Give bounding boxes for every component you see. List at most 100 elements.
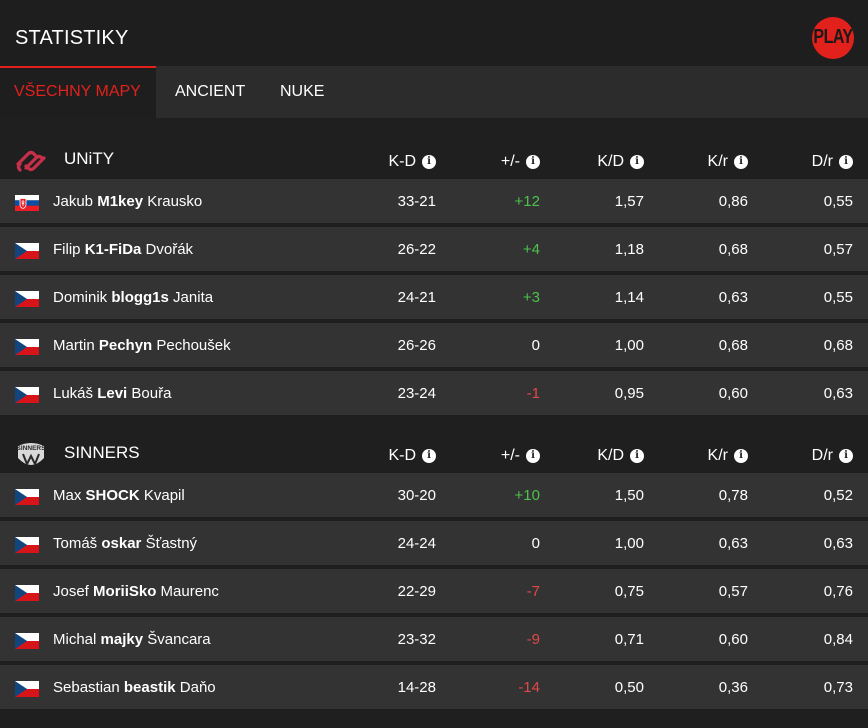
player-row[interactable]: Martin Pechyn Pechoušek 26-26 0 1,00 0,68 0,6… bbox=[0, 323, 868, 367]
player-nickname: SHOCK bbox=[85, 487, 140, 504]
stat-plus-minus: +10 bbox=[514, 487, 540, 504]
col-header-kr[interactable]: K/r i bbox=[708, 153, 748, 171]
stat-kills-deaths: 24-21 bbox=[397, 289, 436, 306]
stat-kd-ratio: 0,50 bbox=[614, 679, 644, 696]
czech-flag-icon bbox=[15, 339, 39, 355]
stat-deaths-per-round: 0,55 bbox=[823, 289, 853, 306]
player-name[interactable]: Lukáš Levi Bouřa bbox=[53, 385, 171, 402]
player-row[interactable]: Michal majky Švancara 23-32 -9 0,71 0,60 0,84 bbox=[0, 617, 868, 661]
info-icon[interactable]: i bbox=[422, 449, 436, 463]
player-first-name: Josef bbox=[53, 583, 89, 600]
player-row[interactable]: Max SHOCK Kvapil 30-20 +10 1,50 0,78 0,52 bbox=[0, 473, 868, 517]
czech-flag-icon bbox=[15, 585, 39, 601]
player-row[interactable]: Tomáš oskar Šťastný 24-24 0 1,00 0,63 0,63 bbox=[0, 521, 868, 565]
stat-plus-minus: -7 bbox=[526, 583, 540, 600]
player-row[interactable]: Filip K1-FiDa Dvořák 26-22 +4 1,18 0,68 0,57 bbox=[0, 227, 868, 271]
player-name[interactable]: Max SHOCK Kvapil bbox=[53, 487, 185, 504]
stat-kills-per-round: 0,68 bbox=[718, 241, 748, 258]
stat-kills-deaths: 30-20 bbox=[397, 487, 436, 504]
stat-plus-minus: +3 bbox=[522, 289, 540, 306]
stat-kd-ratio: 0,95 bbox=[614, 385, 644, 402]
tab-ancient[interactable]: ANCIENT bbox=[175, 83, 246, 100]
team-name: UNiTY bbox=[64, 149, 115, 168]
player-row[interactable]: Lukáš Levi Bouřa 23-24 -1 0,95 0,60 0,63 bbox=[0, 371, 868, 415]
player-first-name: Jakub bbox=[53, 193, 94, 210]
tab-all-maps[interactable]: VŠECHNY MAPY bbox=[0, 66, 156, 118]
stat-kills-per-round: 0,68 bbox=[718, 337, 748, 354]
info-icon[interactable]: i bbox=[734, 155, 748, 169]
stat-kills-per-round: 0,63 bbox=[718, 289, 748, 306]
stat-kd-ratio: 0,71 bbox=[614, 631, 644, 648]
player-nickname: K1-FiDa bbox=[84, 241, 142, 258]
info-icon[interactable]: i bbox=[526, 155, 540, 169]
czech-flag-icon bbox=[15, 537, 39, 553]
player-first-name: Tomáš bbox=[53, 535, 98, 552]
player-last-name: Kvapil bbox=[143, 487, 185, 504]
info-icon[interactable]: i bbox=[630, 449, 644, 463]
player-nickname: M1key bbox=[97, 193, 144, 210]
player-last-name: Bouřa bbox=[131, 385, 172, 402]
stat-deaths-per-round: 0,63 bbox=[823, 385, 853, 402]
player-name[interactable]: Sebastian beastik Daňo bbox=[53, 679, 216, 696]
stat-kills-per-round: 0,36 bbox=[718, 679, 748, 696]
unity-logo-icon bbox=[16, 150, 46, 172]
col-header-kr[interactable]: K/r i bbox=[708, 447, 748, 465]
player-row[interactable]: Sebastian beastik Daňo 14-28 -14 0,50 0,36 0,… bbox=[0, 665, 868, 709]
col-header-plus-minus[interactable]: +/- i bbox=[501, 153, 540, 171]
info-icon[interactable]: i bbox=[734, 449, 748, 463]
stat-kd-ratio: 1,00 bbox=[614, 337, 644, 354]
team-name: SINNERS bbox=[64, 443, 140, 462]
info-icon[interactable]: i bbox=[422, 155, 436, 169]
stat-deaths-per-round: 0,76 bbox=[823, 583, 853, 600]
czech-flag-icon bbox=[15, 489, 39, 505]
player-first-name: Dominik bbox=[53, 289, 108, 306]
player-name[interactable]: Tomáš oskar Šťastný bbox=[53, 535, 197, 552]
player-nickname: oskar bbox=[101, 535, 142, 552]
stat-plus-minus: -14 bbox=[518, 679, 540, 696]
map-tabs: VŠECHNY MAPY ANCIENT NUKE bbox=[0, 66, 868, 118]
play-logo[interactable]: PLAY bbox=[812, 17, 854, 59]
player-last-name: Šťastný bbox=[145, 535, 198, 552]
player-name[interactable]: Dominik blogg1s Janita bbox=[53, 289, 213, 306]
player-row[interactable]: Dominik blogg1s Janita 24-21 +3 1,14 0,63 0,5… bbox=[0, 275, 868, 319]
info-icon[interactable]: i bbox=[630, 155, 644, 169]
info-icon[interactable]: i bbox=[526, 449, 540, 463]
page-title: STATISTIKY bbox=[15, 27, 129, 49]
stat-kills-deaths: 26-22 bbox=[397, 241, 436, 258]
col-header-plus-minus[interactable]: +/- i bbox=[501, 447, 540, 465]
player-name[interactable]: Martin Pechyn Pechoušek bbox=[53, 337, 231, 354]
czech-flag-icon bbox=[15, 681, 39, 697]
stat-kd-ratio: 1,18 bbox=[614, 241, 644, 258]
info-icon[interactable]: i bbox=[839, 155, 853, 169]
col-header-kd[interactable]: K-D i bbox=[388, 447, 436, 465]
col-header-kd-ratio[interactable]: K/D i bbox=[597, 447, 644, 465]
player-last-name: Pechoušek bbox=[156, 337, 231, 354]
czech-flag-icon bbox=[15, 387, 39, 403]
player-row[interactable]: Josef MoriiSko Maurenc 22-29 -7 0,75 0,57 0,7… bbox=[0, 569, 868, 613]
player-row[interactable]: Jakub M1key Krausko 33-21 +12 1,57 0,86 0,55 bbox=[0, 179, 868, 223]
player-name[interactable]: Filip K1-FiDa Dvořák bbox=[53, 241, 193, 258]
stat-kills-deaths: 24-24 bbox=[397, 535, 436, 552]
stat-deaths-per-round: 0,84 bbox=[823, 631, 853, 648]
stat-kills-per-round: 0,86 bbox=[718, 193, 748, 210]
player-last-name: Janita bbox=[173, 289, 214, 306]
stat-deaths-per-round: 0,57 bbox=[823, 241, 853, 258]
stat-kills-deaths: 33-21 bbox=[397, 193, 436, 210]
col-header-dr[interactable]: D/r i bbox=[812, 153, 853, 171]
stat-plus-minus: +12 bbox=[514, 193, 540, 210]
player-name[interactable]: Josef MoriiSko Maurenc bbox=[53, 583, 219, 600]
player-name[interactable]: Michal majky Švancara bbox=[53, 631, 211, 648]
col-header-kd[interactable]: K-D i bbox=[388, 153, 436, 171]
tab-nuke[interactable]: NUKE bbox=[280, 83, 325, 100]
stat-deaths-per-round: 0,63 bbox=[823, 535, 853, 552]
player-last-name: Maurenc bbox=[160, 583, 219, 600]
info-icon[interactable]: i bbox=[839, 449, 853, 463]
team-header: SINNERS SINNERS K-D i +/- i K/D i K/r i D/r i bbox=[0, 426, 868, 472]
col-header-dr[interactable]: D/r i bbox=[812, 447, 853, 465]
sinners-logo-icon: SINNERS bbox=[17, 443, 46, 467]
player-name[interactable]: Jakub M1key Krausko bbox=[53, 193, 202, 210]
player-first-name: Filip bbox=[53, 241, 81, 258]
team-header: UNiTY K-D i +/- i K/D i K/r i D/r i bbox=[0, 132, 868, 178]
col-header-kd-ratio[interactable]: K/D i bbox=[597, 153, 644, 171]
player-first-name: Martin bbox=[53, 337, 95, 354]
